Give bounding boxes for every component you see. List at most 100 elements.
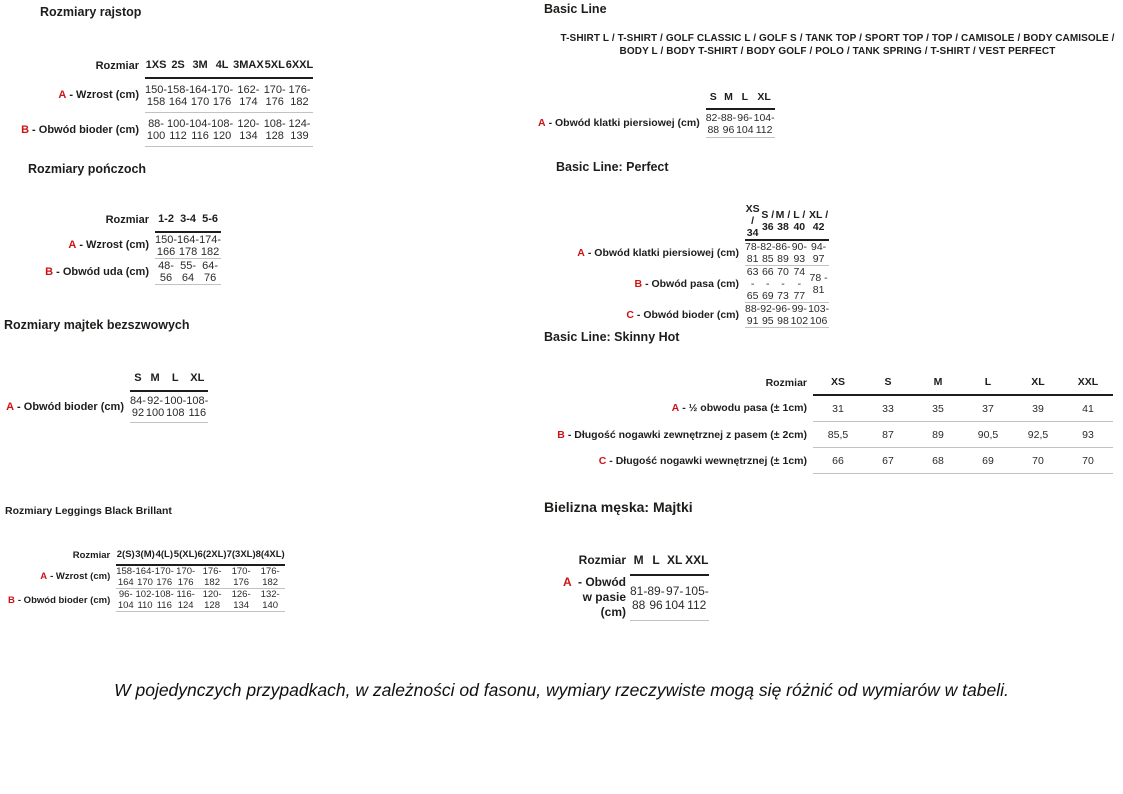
size-value-cell: 105-112: [684, 575, 709, 621]
row-label-text: A - Wzrost (cm): [68, 239, 149, 252]
size-value-cell: 108-116: [186, 391, 209, 423]
measurement-row: A - Wzrost (cm) 150-166 164-178 174-182: [30, 232, 222, 259]
header-row: Rozmiar 1XS 2S 3M 4L 3MAX 5XL 6XXL: [10, 53, 314, 79]
measure-letter: A: [6, 400, 15, 413]
section-title-leggings: Rozmiary Leggings Black Brillant: [5, 505, 172, 517]
size-value-cell: 97-104: [664, 575, 685, 621]
size-table-head: S M L XL: [538, 85, 775, 110]
size-value-cell: 170-176: [211, 78, 234, 113]
size-value-cell: 158-164: [116, 565, 136, 589]
table-majtek-bezszwowych: S M L XL A - Obwód bioder (cm) 84-92 92-100 100…: [4, 366, 209, 423]
size-table: Rozmiar 1-2 3-4 5-6 A - Wzrost (cm) 150-166 16…: [30, 207, 222, 285]
measurement-row: A - Wzrost (cm) 158-164 164-170 170-176 170-…: [8, 565, 285, 589]
column-header: 1XS: [145, 53, 168, 79]
measurement-row: A - Obwód bioder (cm) 84-92 92-100 100-108 1…: [4, 391, 209, 423]
size-value-cell: 174-182: [199, 232, 222, 259]
size-table: S M L XL A - Obwód bioder (cm) 84-92 92-100 100…: [4, 366, 209, 423]
size-value-cell: 124-139: [285, 112, 314, 147]
section-rozmiary-majtek-bezszwowych: Rozmiary majtek bezszwowych S M L XL A - Obw…: [4, 318, 209, 423]
row-label: A - Obwód bioder (cm): [4, 391, 130, 423]
measure-letter: B: [21, 123, 30, 136]
size-value-cell: 93: [1063, 421, 1113, 448]
size-value-cell: 86-89: [775, 240, 791, 266]
size-value-cell: 33: [863, 395, 913, 422]
section-title-basic-line: Basic Line: [544, 2, 607, 16]
size-table-body: A - Wzrost (cm) 150-158 158-164 164-170 170-…: [10, 78, 314, 147]
size-value-cell: 37: [963, 395, 1013, 422]
column-header: XL: [753, 85, 775, 110]
table-ponczoch: Rozmiar 1-2 3-4 5-6 A - Wzrost (cm) 150-166 16…: [30, 207, 222, 285]
size-value-cell: 126-134: [226, 588, 256, 612]
column-header: S / 36: [760, 203, 776, 241]
row-label: B - Długość nogawki zewnętrznej z pasem …: [557, 422, 813, 448]
size-table-head: XS / 34 S / 36 M / 38 L / 40 XL / 42: [538, 203, 830, 241]
size-value-cell: 92-100: [145, 391, 165, 423]
size-value-cell: 100-108: [164, 391, 187, 423]
size-value-cell: 48-56: [155, 258, 178, 285]
size-value-cell: 90,5: [963, 421, 1013, 448]
size-value-cell: 104-116: [189, 112, 212, 147]
row-label-text: A - Obwód bioder (cm): [6, 400, 124, 413]
size-value-cell: 89-96: [647, 575, 665, 621]
measure-letter: B: [8, 594, 15, 606]
size-value-cell: 78-81: [745, 240, 761, 266]
header-row: Rozmiar M L XL XXL: [556, 546, 709, 576]
column-header: 6(2XL): [197, 545, 227, 566]
row-label-text: C - Obwód bioder (cm): [626, 309, 739, 321]
measure-letter: B: [557, 428, 565, 441]
size-label-header: [538, 203, 745, 240]
measure-letter: A: [577, 246, 585, 259]
row-label: C - Obwód bioder (cm): [538, 303, 745, 328]
column-header: 3M: [189, 53, 212, 79]
size-label-header: Rozmiar: [10, 53, 145, 78]
header-row: Rozmiar XS S M L XL XXL: [557, 370, 1113, 396]
section-rozmiary-leggings: Rozmiary Leggings Black Brillant Rozmiar…: [5, 505, 285, 612]
size-value-cell: 78 - 81: [808, 265, 830, 303]
size-value-cell: 170-176: [263, 78, 286, 113]
size-value-cell: 35: [913, 395, 963, 422]
size-value-cell: 70: [1063, 447, 1113, 474]
column-header: XS / 34: [745, 203, 761, 241]
size-label-text: Rozmiar: [765, 376, 807, 389]
size-value-cell: 116-124: [173, 588, 198, 612]
header-row: Rozmiar 2(S) 3(M) 4(L) 5(XL) 6(2XL) 7(3XL) 8(4X…: [8, 545, 285, 566]
table-leggings: Rozmiar 2(S) 3(M) 4(L) 5(XL) 6(2XL) 7(3XL) 8(4X…: [8, 545, 285, 612]
measurement-row: C - Długość nogawki wewnętrznej (± 1cm) 6…: [557, 447, 1113, 474]
table-basic-line: S M L XL A - Obwód klatki piersiowej (cm) 82-…: [538, 85, 775, 138]
size-label-header: Rozmiar: [8, 545, 116, 565]
row-label-text: A - Obwód klatki piersiowej (cm): [577, 246, 739, 259]
size-value-cell: 170-176: [226, 565, 256, 589]
size-value-cell: 164-178: [177, 232, 200, 259]
row-label: A - ½ obwodu pasa (± 1cm): [557, 395, 813, 422]
section-basic-line: Basic Line T-SHIRT L / T-SHIRT / GOLF CL…: [538, 2, 1114, 138]
size-value-cell: 41: [1063, 395, 1113, 422]
size-value-cell: 99-102: [790, 302, 809, 328]
row-label-text: A - Obwód w pasie (cm): [563, 575, 626, 619]
size-value-cell: 70 - 73: [775, 265, 791, 303]
measurement-row: A - Obwód w pasie (cm) 81-88 89-96 97-104 10…: [556, 575, 709, 621]
size-table-body: A - ½ obwodu pasa (± 1cm) 31 33 35 37 39 41 B -…: [557, 395, 1113, 474]
header-row: S M L XL: [4, 366, 209, 392]
size-value-cell: 89: [913, 421, 963, 448]
section-basic-line-skinny-hot: Basic Line: Skinny Hot Rozmiar XS S M L XL XXL…: [535, 330, 1113, 474]
header-row: XS / 34 S / 36 M / 38 L / 40 XL / 42: [538, 203, 830, 241]
size-table-head: Rozmiar XS S M L XL XXL: [557, 370, 1113, 396]
size-value-cell: 96-104: [116, 588, 136, 612]
basic-line-product-list: T-SHIRT L / T-SHIRT / GOLF CLASSIC L / G…: [560, 33, 1115, 57]
column-header: M: [630, 546, 648, 576]
size-value-cell: 170-176: [154, 565, 174, 589]
size-label-text: Rozmiar: [95, 59, 139, 72]
measurement-row: C - Obwód bioder (cm) 88-91 92-95 96-98 99-1…: [538, 302, 830, 328]
column-header: L: [963, 370, 1013, 396]
size-value-cell: 64-76: [199, 258, 222, 285]
measure-letter: A: [671, 402, 680, 415]
size-table: Rozmiar XS S M L XL XXL A - ½ obwodu pasa (± 1c…: [557, 370, 1113, 474]
row-label-text: B - Obwód bioder (cm): [21, 123, 139, 136]
table-rajstop: Rozmiar 1XS 2S 3M 4L 3MAX 5XL 6XXL A - Wzrost (c…: [10, 53, 314, 147]
section-title-skinny-hot: Basic Line: Skinny Hot: [544, 330, 680, 344]
measurement-row: A - ½ obwodu pasa (± 1cm) 31 33 35 37 39 41: [557, 395, 1113, 422]
section-title-perfect: Basic Line: Perfect: [556, 160, 669, 174]
size-value-cell: 74 - 77: [790, 265, 809, 303]
size-value-cell: 108-128: [263, 112, 286, 147]
column-header: 6XXL: [285, 53, 314, 79]
